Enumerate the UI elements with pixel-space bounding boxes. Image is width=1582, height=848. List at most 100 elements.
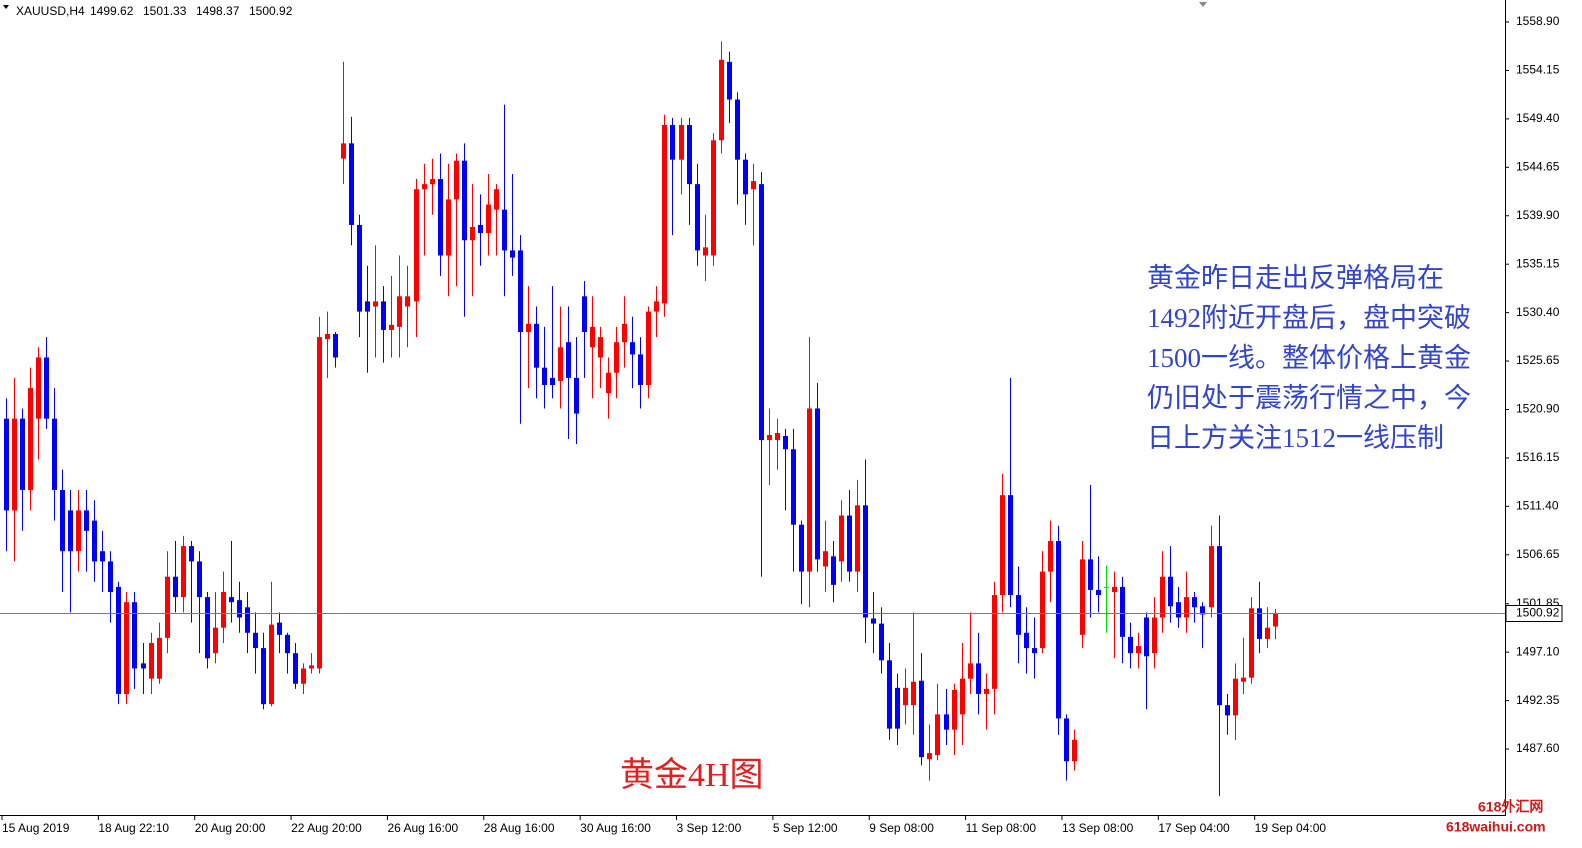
candle-body <box>389 324 394 330</box>
candle-body <box>502 209 507 251</box>
candle-body <box>1273 613 1278 627</box>
candle-body <box>1024 632 1029 649</box>
candle-body <box>381 301 386 330</box>
candle-body <box>727 61 732 100</box>
candle-body <box>132 602 137 669</box>
y-tick-label: 1516.15 <box>1516 450 1560 464</box>
candle-body <box>349 143 354 225</box>
candle-body <box>1104 586 1109 588</box>
candle-body <box>654 301 659 312</box>
candle-body <box>301 668 306 684</box>
candle-body <box>927 753 932 760</box>
candle-body <box>1032 648 1037 654</box>
x-tick-label: 22 Aug 20:00 <box>291 821 362 835</box>
candle-body <box>165 576 170 638</box>
header: XAUUSD,H4 1499.62 1501.33 1498.37 1500.92 <box>16 4 293 18</box>
candle-body <box>952 689 957 730</box>
candle-body <box>606 372 611 394</box>
header-low: 1498.37 <box>196 4 240 18</box>
header-close: 1500.92 <box>249 4 293 18</box>
annotation-line: 黄金昨日走出反弹格局在 <box>1147 263 1444 293</box>
candle-body <box>430 179 435 185</box>
y-tick-label: 1554.15 <box>1516 63 1560 77</box>
candle-body <box>1176 602 1181 618</box>
candle-body <box>646 311 651 386</box>
candle-body <box>221 592 226 628</box>
candle-body <box>149 642 154 679</box>
candle-body <box>791 449 796 525</box>
candle-body <box>36 357 41 419</box>
x-tick-label: 20 Aug 20:00 <box>195 821 266 835</box>
candle-body <box>759 184 764 441</box>
candle-body <box>711 140 716 256</box>
candle-body <box>534 323 539 368</box>
candle-body <box>630 342 635 355</box>
candle-body <box>815 408 820 560</box>
candle-body <box>582 296 587 332</box>
candle-body <box>1265 627 1270 639</box>
candle-body <box>1144 617 1149 657</box>
y-tick-label: 1539.90 <box>1516 208 1560 222</box>
candle-body <box>566 342 571 378</box>
candle-body <box>213 627 218 654</box>
header-open: 1499.62 <box>90 4 134 18</box>
candle-body <box>510 250 515 258</box>
candle-body <box>92 520 97 562</box>
candle-body <box>1257 608 1262 639</box>
x-tick-label: 15 Aug 2019 <box>2 821 70 835</box>
y-tick-label: 1535.15 <box>1516 256 1560 270</box>
candle-body <box>141 663 146 669</box>
candle-body <box>486 204 491 234</box>
x-tick-label: 19 Sep 04:00 <box>1255 821 1327 835</box>
candle-body <box>189 546 194 562</box>
candle-body <box>855 505 860 572</box>
candle-body <box>181 546 186 598</box>
candle-body <box>550 377 555 386</box>
candle-body <box>4 418 9 511</box>
candle-body <box>542 367 547 386</box>
watermark: 618外汇网 <box>1478 799 1543 815</box>
candle-body <box>919 680 924 758</box>
watermark: 618waihui.com <box>1446 819 1546 835</box>
candle-body <box>454 160 459 200</box>
candle-body <box>863 505 868 618</box>
candle-body <box>1064 718 1069 762</box>
candle-body <box>76 510 81 552</box>
candle-body <box>670 125 675 160</box>
x-tick-label: 9 Sep 08:00 <box>869 821 934 835</box>
candle-body <box>293 653 298 684</box>
price-label: 1500.92 <box>1516 606 1560 620</box>
candle-body <box>422 184 427 190</box>
candle-body <box>1096 589 1101 596</box>
candle-body <box>1233 678 1238 716</box>
candle-body <box>944 714 949 730</box>
candle-body <box>28 388 33 491</box>
candle-body <box>775 432 780 441</box>
candle-body <box>992 595 997 689</box>
candle-body <box>767 434 772 441</box>
candle-body <box>839 515 844 562</box>
y-tick-label: 1487.60 <box>1516 741 1560 755</box>
candle-body <box>590 326 595 348</box>
candle-body <box>1192 597 1197 608</box>
candle-body <box>20 418 25 491</box>
candle-body <box>60 490 65 552</box>
candle-body <box>1000 495 1005 596</box>
candle-body <box>173 576 178 598</box>
candle-body <box>526 323 531 332</box>
candle-body <box>574 377 579 414</box>
candle-body <box>1112 586 1117 593</box>
candle-body <box>1048 541 1053 572</box>
x-tick-label: 28 Aug 16:00 <box>484 821 555 835</box>
candle-body <box>799 524 804 572</box>
annotation-line: 1500一线。整体价格上黄金 <box>1147 343 1471 373</box>
candle-body <box>197 561 202 598</box>
y-tick-label: 1520.90 <box>1516 402 1560 416</box>
candle-body <box>887 660 892 729</box>
candle-body <box>1168 576 1173 607</box>
candle-body <box>237 600 242 618</box>
candle-body <box>847 515 852 572</box>
candle-body <box>365 301 370 312</box>
candle-body <box>935 714 940 756</box>
candle-body <box>1056 541 1061 719</box>
